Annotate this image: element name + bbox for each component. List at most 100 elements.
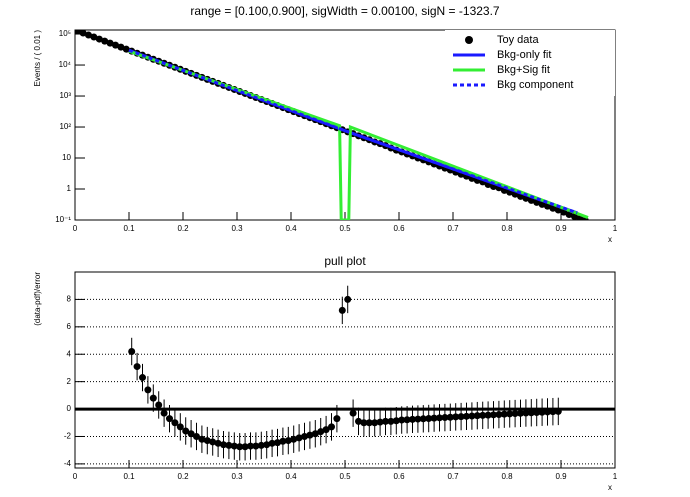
legend-label: Toy data — [497, 34, 539, 46]
data-point — [322, 426, 330, 434]
legend-label: Bkg component — [497, 79, 573, 91]
data-point — [441, 414, 449, 422]
y-tick-label: 10⁵ — [59, 29, 71, 38]
y-tick-label: 10⁴ — [59, 60, 72, 69]
x-tick-label: 0 — [73, 472, 78, 481]
data-point — [241, 443, 249, 451]
data-point — [457, 413, 465, 421]
data-point — [236, 443, 244, 451]
x-tick-label: 0.8 — [501, 224, 513, 233]
data-point — [565, 211, 573, 219]
data-point — [365, 419, 373, 427]
x-tick-label: 0.9 — [555, 472, 567, 481]
data-point — [387, 417, 395, 425]
y-tick-label: 6 — [67, 322, 72, 331]
data-point — [193, 432, 200, 440]
x-tick-label: 0.4 — [285, 224, 297, 233]
data-point — [571, 212, 578, 220]
data-point — [371, 419, 379, 427]
data-point — [171, 419, 179, 427]
data-point — [473, 412, 481, 420]
data-point — [403, 416, 411, 424]
data-point — [425, 415, 433, 423]
data-point — [452, 413, 460, 421]
chart-title: range = [0.100,0.900], sigWidth = 0.0010… — [190, 4, 500, 18]
data-point — [95, 35, 103, 43]
x-tick-label: 0.1 — [123, 472, 135, 481]
data-point — [176, 423, 184, 431]
data-point — [139, 374, 146, 382]
x-tick-label: 0.2 — [177, 224, 189, 233]
data-point — [500, 410, 508, 418]
x-tick-label: 0.4 — [285, 472, 297, 481]
legend-swatch — [465, 36, 473, 44]
data-point — [203, 437, 211, 445]
data-point — [106, 39, 114, 47]
data-point — [409, 415, 416, 423]
x-tick-label: 0.7 — [447, 224, 459, 233]
x-tick-label: 0.3 — [231, 224, 243, 233]
data-point — [306, 431, 314, 439]
data-point — [436, 414, 443, 422]
legend-box — [445, 30, 615, 96]
data-point — [225, 441, 233, 449]
data-point — [144, 386, 152, 394]
x-tick-label: 0.8 — [501, 472, 513, 481]
data-point — [479, 411, 487, 419]
data-point — [79, 30, 87, 37]
data-point — [344, 295, 352, 303]
data-point — [430, 414, 438, 422]
chart-title: pull plot — [324, 254, 366, 268]
data-point — [376, 418, 384, 426]
data-point — [522, 409, 530, 417]
data-point — [463, 412, 470, 420]
y-axis-label: Events / ( 0.01 ) — [33, 30, 42, 87]
data-point — [166, 415, 173, 423]
y-tick-label: 8 — [67, 295, 72, 304]
data-point — [495, 411, 503, 419]
data-point — [133, 363, 141, 371]
y-tick-label: 10⁻¹ — [55, 215, 71, 224]
x-tick-label: 0.5 — [339, 472, 351, 481]
y-tick-label: 10 — [62, 153, 71, 162]
data-point — [490, 411, 497, 419]
data-point — [279, 437, 287, 445]
x-tick-label: 1 — [613, 472, 618, 481]
data-point — [160, 409, 168, 417]
data-point — [290, 435, 298, 443]
data-point — [117, 43, 125, 51]
data-point — [295, 434, 303, 442]
data-point — [511, 410, 519, 418]
x-tick-label: 0.9 — [555, 224, 567, 233]
x-tick-label: 1 — [613, 224, 618, 233]
y-tick-label: 1 — [67, 184, 72, 193]
fit-line — [128, 48, 578, 215]
data-point — [517, 409, 524, 417]
data-point — [527, 409, 535, 417]
data-point — [198, 435, 206, 443]
data-point — [382, 417, 389, 425]
x-axis-label: x — [608, 483, 612, 492]
x-tick-label: 0.2 — [177, 472, 189, 481]
data-point — [414, 415, 422, 423]
y-tick-label: 10³ — [59, 91, 71, 100]
data-point — [85, 31, 92, 39]
x-tick-label: 0.6 — [393, 224, 405, 233]
data-point — [257, 441, 265, 449]
y-tick-label: -4 — [64, 459, 72, 468]
x-tick-label: 0.5 — [339, 224, 351, 233]
legend-label: Bkg-only fit — [497, 49, 551, 61]
data-point — [506, 410, 514, 418]
data-point — [122, 45, 130, 53]
data-point — [392, 417, 400, 425]
data-point — [284, 437, 292, 445]
data-point — [311, 430, 319, 438]
y-tick-label: -2 — [64, 432, 72, 441]
y-tick-label: 10² — [59, 122, 71, 131]
data-point — [317, 428, 325, 436]
data-point — [149, 394, 157, 402]
data-point — [209, 438, 217, 446]
data-point — [230, 442, 238, 450]
data-point — [268, 439, 276, 447]
